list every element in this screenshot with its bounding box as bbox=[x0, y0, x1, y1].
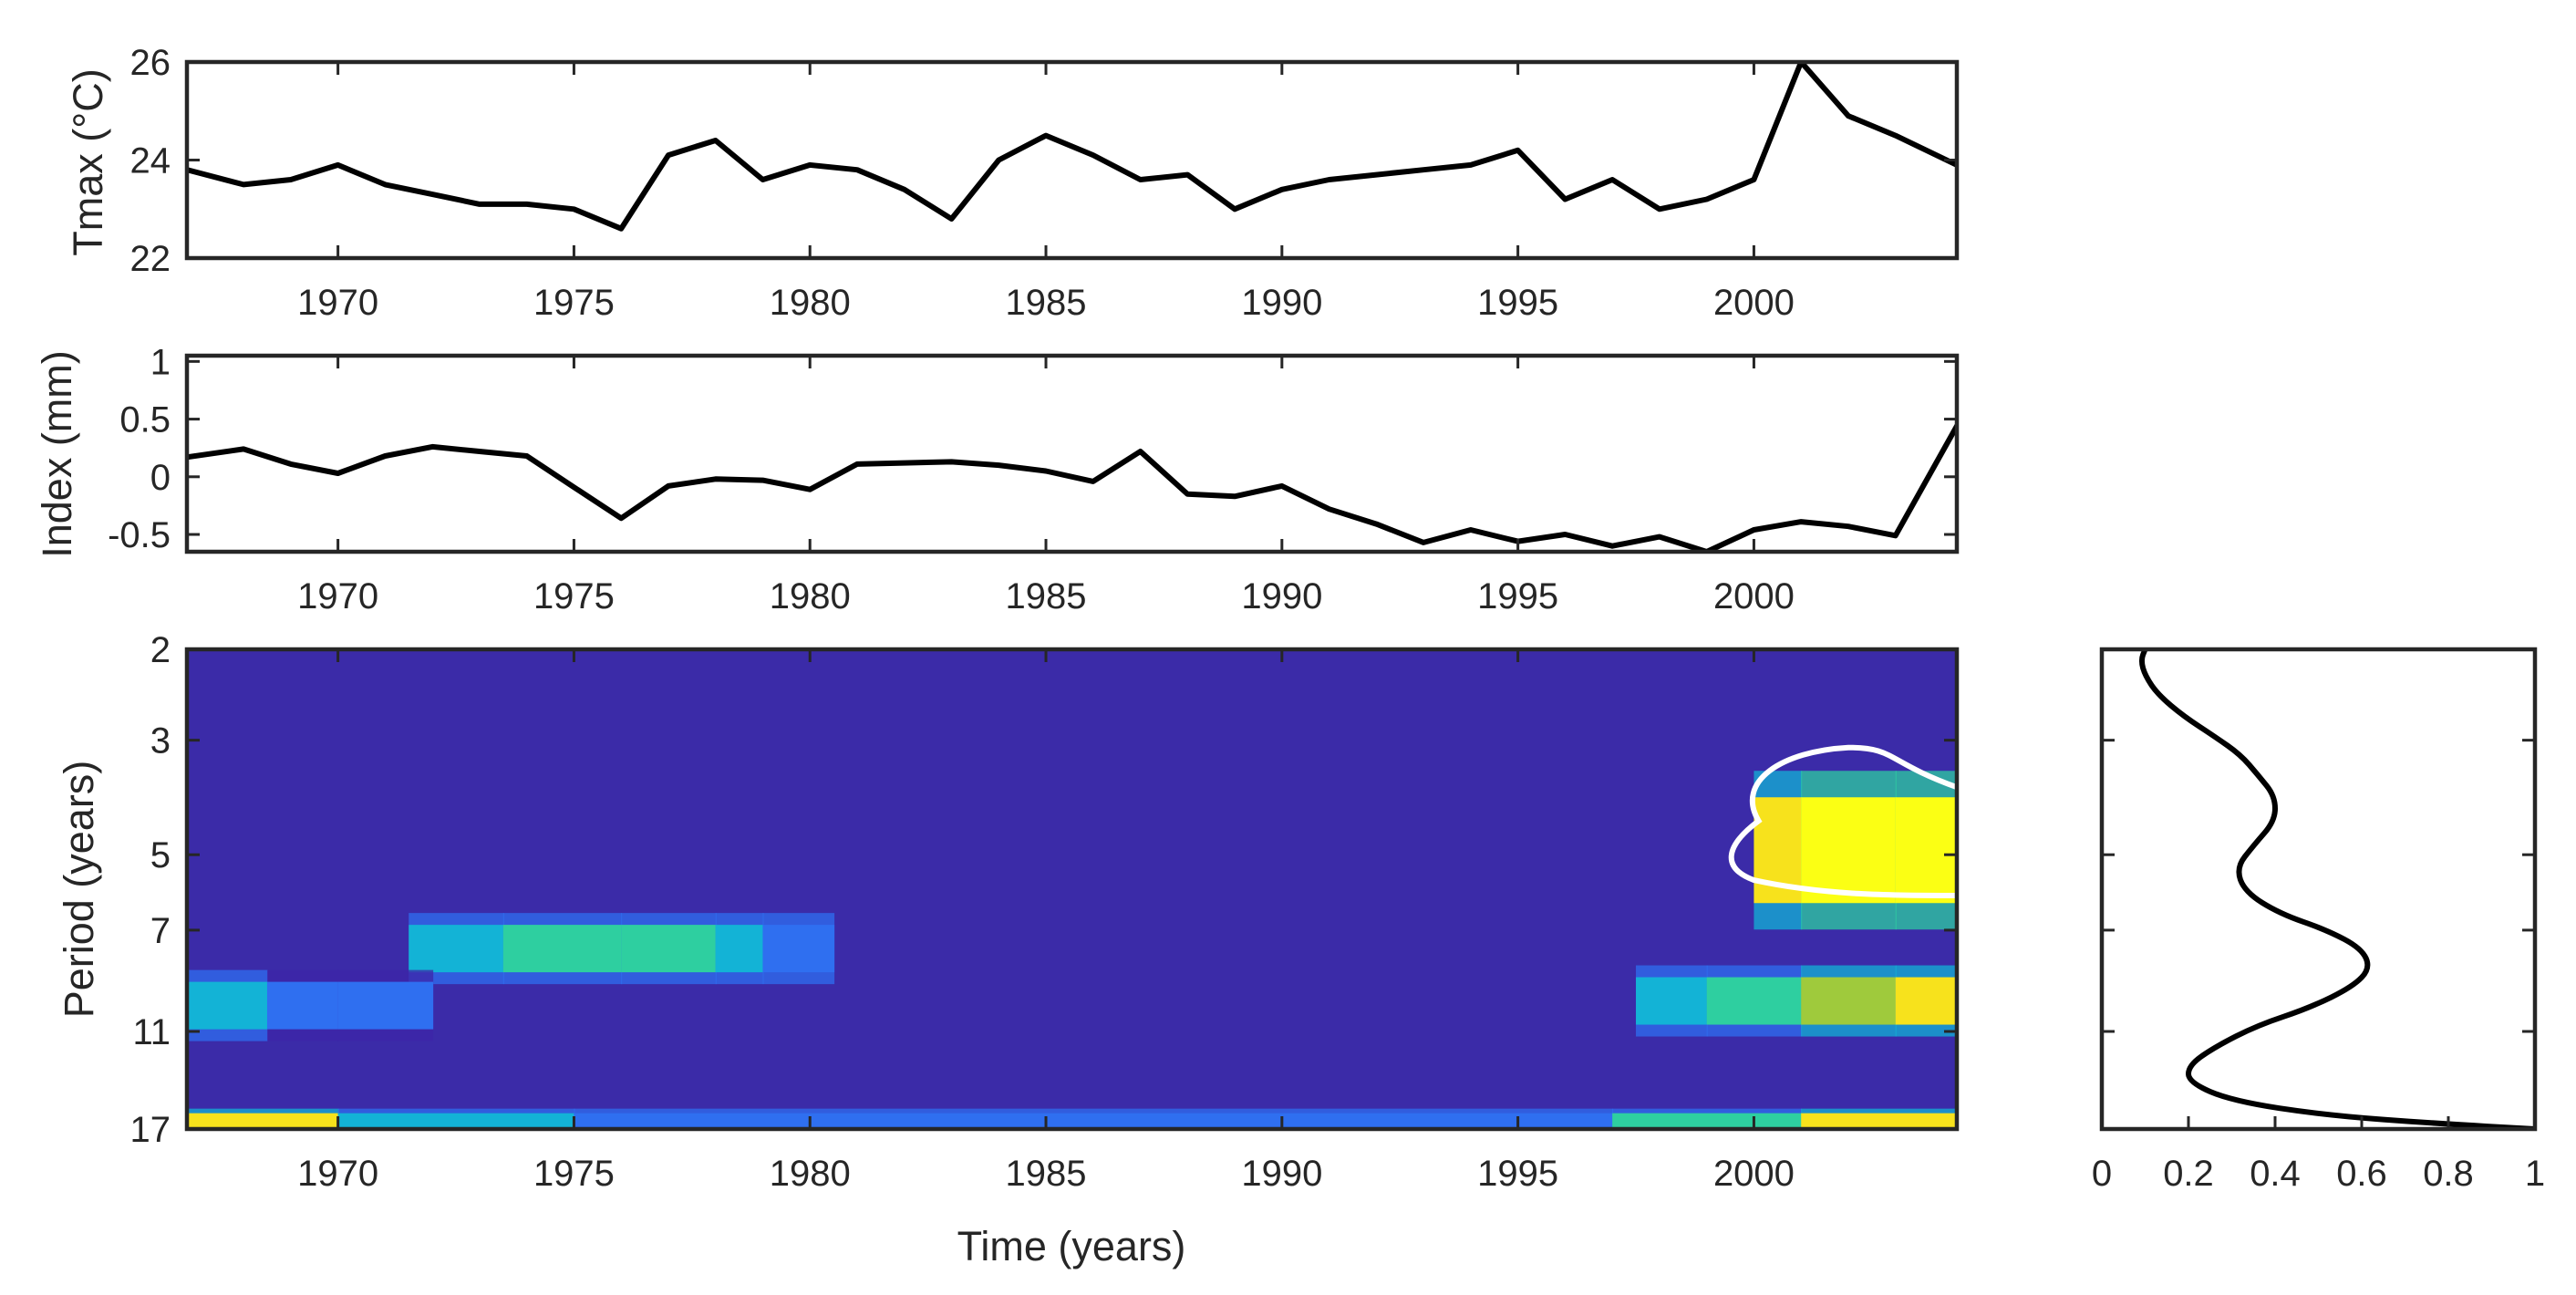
heatmap-ytick-label: 3 bbox=[150, 721, 171, 761]
tmax-xtick-label: 1970 bbox=[297, 283, 378, 323]
time-xlabel: Time (years) bbox=[957, 1223, 1186, 1269]
gws-xtick-label: 0.6 bbox=[2336, 1154, 2387, 1194]
heatmap-image bbox=[187, 649, 1957, 1129]
period-ylabel: Period (years) bbox=[56, 761, 102, 1019]
index-xtick-label: 1970 bbox=[297, 576, 378, 616]
heatmap-xtick-label: 1970 bbox=[297, 1154, 378, 1194]
index-ytick-label: 0 bbox=[150, 458, 171, 498]
gws-xtick-label: 0.8 bbox=[2423, 1154, 2474, 1194]
index-xtick-label: 1975 bbox=[533, 576, 615, 616]
heatmap-power-cell bbox=[409, 925, 504, 973]
tmax-axes-frame bbox=[184, 59, 1960, 261]
heatmap-ytick-label: 5 bbox=[150, 835, 171, 875]
gws-axes-frame bbox=[2099, 647, 2538, 1132]
heatmap-power-cell bbox=[337, 981, 434, 1030]
heatmap-power-cell bbox=[1895, 977, 1957, 1025]
heatmap-power-cell bbox=[1801, 1113, 1957, 1129]
heatmap-xtick-label: 1975 bbox=[533, 1154, 615, 1194]
index-xtick-label: 1980 bbox=[770, 576, 851, 616]
heatmap-ytick-label: 17 bbox=[130, 1110, 171, 1150]
heatmap-background bbox=[187, 649, 1957, 1129]
heatmap-xtick-label: 1980 bbox=[770, 1154, 851, 1194]
heatmap-power-cell bbox=[574, 1113, 1614, 1129]
tmax-xtick-label: 1990 bbox=[1241, 283, 1322, 323]
index-ylabel: Index (mm) bbox=[34, 350, 80, 558]
heatmap-power-cell bbox=[1801, 797, 1897, 904]
gws-xtick-label: 0.4 bbox=[2250, 1154, 2301, 1194]
tmax-ylabel: Tmax (°C) bbox=[65, 68, 111, 255]
heatmap-xtick-label: 1990 bbox=[1241, 1154, 1322, 1194]
heatmap-power-cell bbox=[1636, 977, 1708, 1025]
index-ytick-label: 0.5 bbox=[119, 400, 171, 440]
heatmap-power-cell bbox=[187, 981, 268, 1030]
global-wavelet-panel: 0 0.2 0.4 0.6 0.8 1 bbox=[2092, 647, 2545, 1194]
gws-xtick-label: 1 bbox=[2525, 1154, 2545, 1194]
gws-xtick-label: 0.2 bbox=[2163, 1154, 2214, 1194]
index-axes-frame bbox=[184, 353, 1960, 554]
wavelet-power-panel: Period (years) Time (years) 1970 1975 1980… bbox=[56, 630, 1960, 1269]
tmax-xtick-label: 1985 bbox=[1006, 283, 1087, 323]
significance-contour bbox=[1728, 744, 1957, 899]
heatmap-power-cell bbox=[1706, 977, 1803, 1025]
tmax-series-line bbox=[187, 62, 1957, 232]
heatmap-xtick-label: 1985 bbox=[1006, 1154, 1087, 1194]
heatmap-power-cell bbox=[337, 1113, 575, 1129]
index-ytick-label: 1 bbox=[150, 342, 171, 382]
index-xtick-label: 1990 bbox=[1241, 576, 1322, 616]
heatmap-power-cell bbox=[1801, 977, 1897, 1025]
tmax-ytick-label: 24 bbox=[130, 141, 171, 181]
heatmap-ytick-label: 2 bbox=[150, 630, 171, 670]
heatmap-power-cell bbox=[266, 981, 339, 1030]
heatmap-power-cell bbox=[762, 925, 835, 973]
heatmap-power-cell bbox=[621, 925, 717, 973]
tmax-panel: Tmax (°C) 1970 1975 1980 1985 1990 1995 2000 22… bbox=[65, 43, 1960, 323]
tmax-xtick-label: 1975 bbox=[533, 283, 615, 323]
heatmap-axes-frame bbox=[184, 647, 1960, 1132]
heatmap-ytick-label: 11 bbox=[132, 1012, 171, 1052]
tmax-xtick-label: 2000 bbox=[1713, 283, 1795, 323]
index-xtick-label: 1985 bbox=[1006, 576, 1087, 616]
index-panel: Index (mm) 1970 1975 1980 1985 1990 1995 2000 -… bbox=[34, 342, 1960, 616]
tmax-xtick-label: 1995 bbox=[1477, 283, 1558, 323]
index-xtick-label: 2000 bbox=[1713, 576, 1795, 616]
heatmap-ytick-label: 7 bbox=[150, 911, 171, 951]
index-series-line bbox=[187, 423, 1957, 552]
index-ytick-label: -0.5 bbox=[108, 515, 171, 555]
index-xtick-label: 1995 bbox=[1477, 576, 1558, 616]
heatmap-xtick-label: 1995 bbox=[1477, 1154, 1558, 1194]
heatmap-power-cell bbox=[187, 1113, 339, 1129]
heatmap-power-cell bbox=[715, 925, 764, 973]
tmax-xtick-label: 1980 bbox=[770, 283, 851, 323]
tmax-ytick-label: 22 bbox=[130, 239, 171, 279]
tmax-ytick-label: 26 bbox=[130, 43, 171, 83]
heatmap-xtick-label: 2000 bbox=[1713, 1154, 1795, 1194]
gws-series-line bbox=[2138, 649, 2535, 1129]
heatmap-power-cell bbox=[1895, 797, 1957, 904]
gws-xtick-label: 0 bbox=[2092, 1154, 2112, 1194]
heatmap-power-cell bbox=[502, 925, 623, 973]
